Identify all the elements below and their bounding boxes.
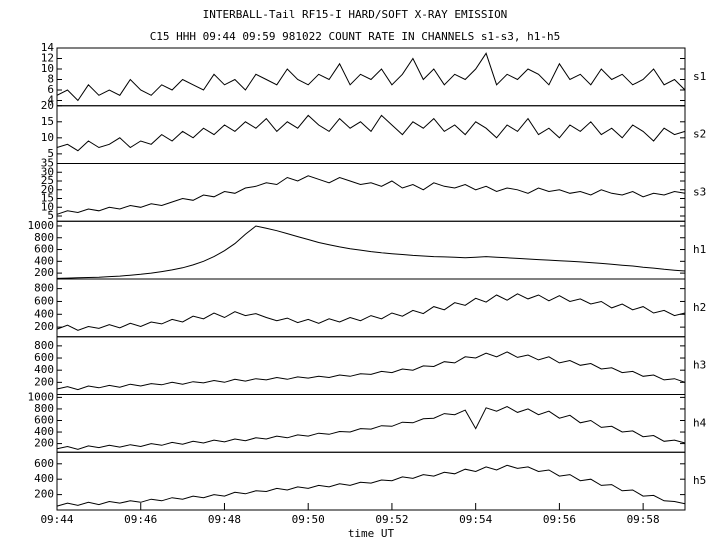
y-tick-label: 8 <box>47 73 54 86</box>
panel-label: h4 <box>693 416 707 429</box>
y-tick-label: 35 <box>41 157 54 170</box>
y-tick-label: 14 <box>41 41 55 54</box>
x-tick-label: 09:48 <box>208 513 241 526</box>
panel-label: s3 <box>693 185 706 198</box>
y-tick-label: 800 <box>34 231 54 244</box>
trace <box>56 293 686 331</box>
y-tick-label: 1000 <box>28 219 55 232</box>
trace <box>56 114 686 152</box>
y-tick-label: 600 <box>34 457 54 470</box>
y-tick-label: 400 <box>34 307 54 320</box>
y-tick-label: 200 <box>34 488 54 501</box>
x-tick-label: 09:50 <box>292 513 325 526</box>
y-tick-label: 5 <box>47 147 54 160</box>
y-tick-label: 10 <box>41 131 54 144</box>
y-tick-label: 1000 <box>28 390 55 403</box>
y-tick-label: 400 <box>34 472 54 485</box>
panel-label: h2 <box>693 301 706 314</box>
y-tick-label: 4 <box>47 94 54 107</box>
trace <box>56 225 686 279</box>
y-tick-label: 800 <box>34 282 54 295</box>
y-tick-label: 10 <box>41 62 54 75</box>
y-tick-label: 12 <box>41 52 54 65</box>
y-tick-label: 800 <box>34 339 54 352</box>
chart-title: INTERBALL-Tail RF15-I HARD/SOFT X-RAY EM… <box>203 8 508 21</box>
trace <box>56 52 686 102</box>
panel-label: h3 <box>693 359 706 372</box>
x-tick-label: 09:44 <box>40 513 73 526</box>
panel-frame <box>56 451 686 511</box>
y-tick-label: 10 <box>41 200 54 213</box>
y-tick-label: 200 <box>34 320 54 333</box>
panel-label: h5 <box>693 474 706 487</box>
y-tick-label: 600 <box>34 413 54 426</box>
trace <box>56 351 686 391</box>
x-tick-label: 09:58 <box>627 513 660 526</box>
chart-subtitle: C15 HHH 09:44 09:59 981022 COUNT RATE IN… <box>150 30 561 43</box>
y-tick-label: 600 <box>34 243 54 256</box>
y-tick-label: 200 <box>34 437 54 450</box>
x-tick-label: 09:52 <box>375 513 408 526</box>
y-tick-label: 15 <box>41 115 54 128</box>
y-tick-label: 600 <box>34 294 54 307</box>
panel-label: s2 <box>693 128 706 141</box>
trace <box>56 464 686 507</box>
x-tick-label: 09:54 <box>459 513 492 526</box>
y-tick-label: 6 <box>47 83 54 96</box>
y-tick-label: 200 <box>34 266 54 279</box>
y-tick-label: 30 <box>41 165 54 178</box>
y-tick-label: 400 <box>34 254 54 267</box>
y-tick-label: 25 <box>41 174 54 187</box>
y-tick-label: 600 <box>34 351 54 364</box>
x-tick-label: 09:46 <box>124 513 157 526</box>
x-axis-label: time UT <box>348 527 395 540</box>
trace <box>56 175 686 215</box>
panel-label: h1 <box>693 243 706 256</box>
y-tick-label: 400 <box>34 363 54 376</box>
trace <box>56 406 686 450</box>
y-tick-label: 20 <box>41 183 54 196</box>
y-tick-label: 200 <box>34 375 54 388</box>
y-tick-label: 400 <box>34 425 54 438</box>
x-tick-label: 09:56 <box>543 513 576 526</box>
y-tick-label: 800 <box>34 402 54 415</box>
panel-label: s1 <box>693 70 706 83</box>
y-tick-label: 15 <box>41 192 54 205</box>
y-tick-label: 20 <box>41 99 54 112</box>
y-tick-label: 5 <box>47 209 54 222</box>
